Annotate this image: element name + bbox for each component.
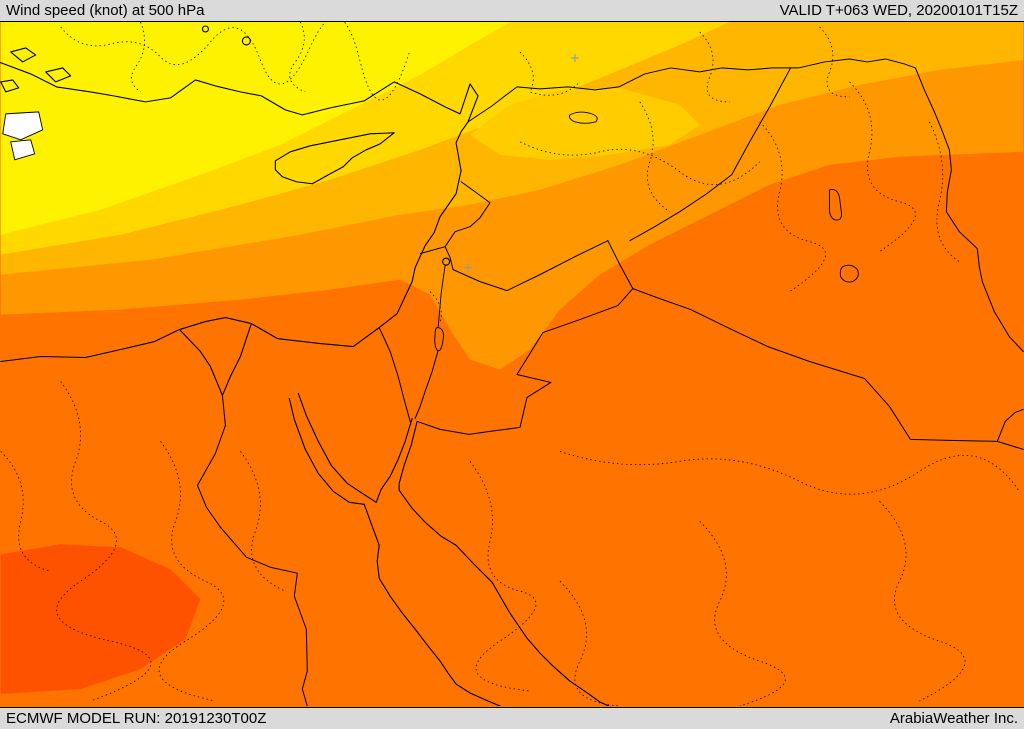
station-mark [464, 263, 473, 272]
border-syria-iraq [629, 67, 792, 242]
map-title: Wind speed (knot) at 500 hPa [6, 1, 205, 19]
coastline-turkey-levant-egypt [0, 61, 479, 363]
border-iraq-saudi [632, 288, 1024, 450]
admin-boundary-dotted [639, 101, 670, 213]
gulf-of-aqaba-east-and-saudi-coast [398, 420, 610, 706]
nile-delta-branch-west [178, 329, 223, 397]
admin-boundary-dotted [56, 381, 152, 702]
nile-delta-branch-east [221, 323, 252, 397]
header-bar: Wind speed (knot) at 500 hPa VALID T+063… [0, 0, 1024, 22]
admin-boundary-dotted [559, 580, 620, 706]
admin-boundary-dotted [519, 141, 760, 185]
turkish-lake [241, 36, 251, 46]
admin-boundary-dotted [429, 291, 442, 322]
border-syria-jordan [452, 240, 609, 292]
weather-map [0, 22, 1024, 706]
sea-of-galilee [442, 257, 451, 266]
cyprus-island [274, 132, 395, 185]
aegean-island [0, 79, 20, 93]
border-egypt-israel [378, 327, 411, 422]
nile-river [196, 394, 308, 706]
border-jordan-iraq [607, 240, 634, 290]
aegean-island [45, 67, 72, 83]
wind-band-red-orange-blob [0, 544, 201, 695]
border-turkey-syria-iraq-iran [467, 58, 1024, 353]
lake-tharthar [828, 188, 842, 221]
border-jordan-saudi [416, 288, 634, 435]
sea-patch [10, 139, 36, 161]
admin-boundary-dotted [289, 22, 306, 93]
admin-boundary-dotted [0, 451, 51, 572]
admin-boundary-dotted [519, 51, 581, 96]
admin-boundary-dotted [759, 121, 826, 292]
turkish-lake [201, 25, 209, 33]
admin-boundary-dotted [879, 501, 966, 702]
map-area [0, 22, 1024, 706]
red-sea-african-coast [363, 503, 501, 706]
border-lebanon [419, 181, 491, 271]
gulf-of-aqaba-west-shore [375, 417, 413, 503]
admin-boundary-dotted [929, 121, 960, 262]
wind-band-yellow [0, 22, 511, 235]
admin-boundary-dotted [60, 22, 411, 101]
aegean-island [10, 47, 37, 63]
sea-patch [2, 111, 44, 141]
gulf-of-suez-east-shore [297, 392, 377, 503]
border-israel-jordan [414, 350, 439, 419]
admin-boundary-dotted [849, 81, 916, 252]
footer-bar: ECMWF MODEL RUN: 20191230T00Z ArabiaWeat… [0, 707, 1024, 729]
border-kuwait-iraq [996, 408, 1024, 442]
station-mark [570, 53, 579, 62]
valid-time-label: VALID T+063 WED, 20200101T15Z [779, 1, 1018, 19]
model-run-label: ECMWF MODEL RUN: 20191230T00Z [6, 709, 267, 727]
admin-boundary-dotted [559, 450, 1020, 495]
gulf-of-suez-west-shore [288, 397, 365, 505]
admin-boundary-dotted [131, 22, 145, 93]
lake-assad [569, 111, 598, 124]
admin-boundary-dotted [240, 451, 286, 592]
jordan-river [437, 265, 446, 329]
lake-razazza [839, 264, 859, 283]
credit-label: ArabiaWeather Inc. [889, 709, 1018, 727]
